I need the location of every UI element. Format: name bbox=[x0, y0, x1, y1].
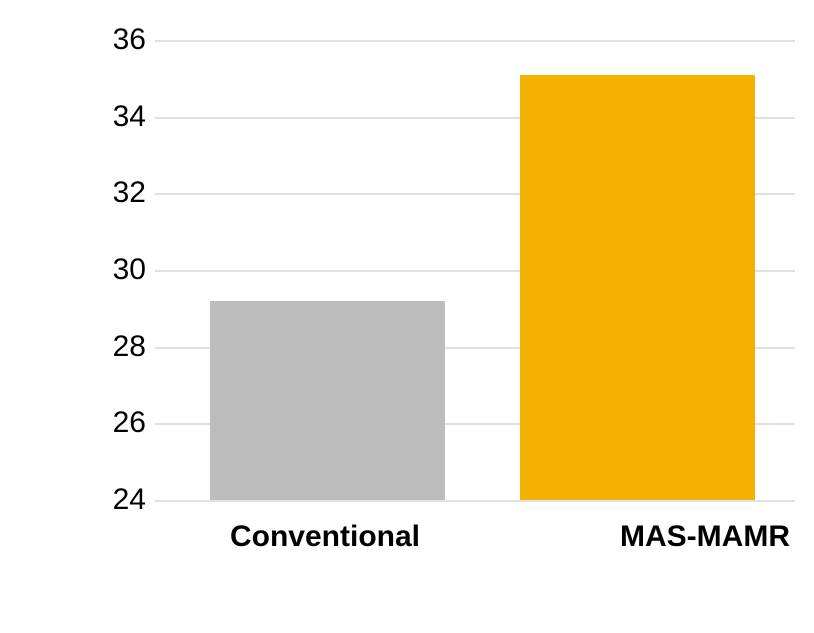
y-tick-label: 32 bbox=[86, 178, 146, 208]
y-tick-label: 24 bbox=[86, 485, 146, 515]
y-tick-label: 30 bbox=[86, 255, 146, 285]
y-tick-label: 28 bbox=[86, 332, 146, 362]
y-tick-label: 36 bbox=[86, 25, 146, 55]
recording-capability-bar-chart: Recording capability [dB] 24262830323436… bbox=[0, 0, 814, 633]
bar-conventional bbox=[210, 301, 445, 500]
y-tick-label: 34 bbox=[86, 102, 146, 132]
x-tick-label-conventional: Conventional bbox=[185, 520, 465, 554]
bar-mas-mamr bbox=[520, 75, 755, 501]
plot-area bbox=[155, 40, 795, 500]
grid-line bbox=[155, 40, 795, 42]
grid-line bbox=[155, 500, 795, 502]
y-tick-label: 26 bbox=[86, 408, 146, 438]
x-tick-label-mas-mamr: MAS-MAMR bbox=[575, 520, 814, 554]
